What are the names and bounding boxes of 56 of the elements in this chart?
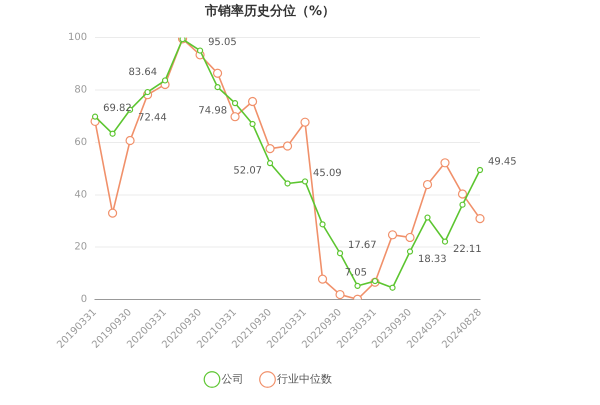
y-tick-label: 0 [80, 294, 88, 306]
point [144, 88, 151, 96]
chart-title: 市销率历史分位（%） [204, 3, 336, 20]
data-label: 49.45 [488, 156, 517, 168]
y-tick-label: 100 [68, 32, 88, 44]
y-tick-label: 60 [74, 136, 88, 148]
data-label: 22.11 [453, 244, 482, 256]
point [266, 160, 274, 166]
point [108, 208, 118, 218]
point [424, 214, 431, 221]
point [212, 68, 222, 78]
point [232, 100, 238, 106]
point [389, 284, 396, 291]
point [300, 118, 310, 127]
point [458, 189, 468, 199]
point [214, 84, 221, 90]
data-label: 52.07 [233, 166, 262, 177]
point [319, 221, 326, 228]
data-label: 17.67 [348, 240, 377, 251]
point [265, 144, 275, 154]
point [442, 238, 448, 245]
point [284, 180, 291, 187]
data-label: 74.98 [198, 106, 228, 117]
point [302, 178, 308, 185]
point [405, 232, 415, 242]
point [282, 141, 292, 151]
y-tick-label: 80 [74, 84, 88, 96]
point [335, 290, 345, 300]
data-label: 45.09 [313, 168, 342, 180]
point [354, 282, 361, 290]
point [475, 214, 485, 224]
point [248, 96, 258, 106]
point [230, 112, 240, 122]
point [249, 120, 256, 128]
point [92, 114, 98, 120]
legend-label: 行业中位数 [277, 372, 332, 386]
point [336, 250, 344, 256]
point [406, 248, 414, 255]
point [459, 202, 466, 208]
point [422, 180, 432, 190]
data-label: 83.64 [128, 67, 158, 78]
point [388, 230, 398, 240]
point [476, 166, 484, 174]
point [372, 278, 378, 284]
point [109, 130, 116, 137]
point [318, 274, 328, 284]
data-label: 18.33 [418, 254, 447, 266]
legend-label: 公司 [222, 372, 244, 386]
point [125, 136, 135, 146]
y-tick-label: 20 [74, 242, 88, 253]
data-label: 95.05 [208, 37, 237, 48]
y-tick-label: 40 [74, 189, 88, 200]
point [440, 158, 450, 168]
point [196, 47, 204, 54]
data-label: 72.44 [138, 112, 167, 124]
point [162, 77, 168, 84]
